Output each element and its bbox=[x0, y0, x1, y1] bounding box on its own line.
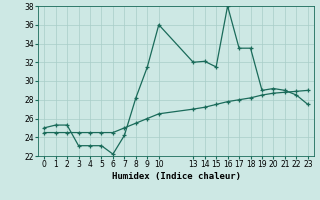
X-axis label: Humidex (Indice chaleur): Humidex (Indice chaleur) bbox=[111, 172, 241, 181]
